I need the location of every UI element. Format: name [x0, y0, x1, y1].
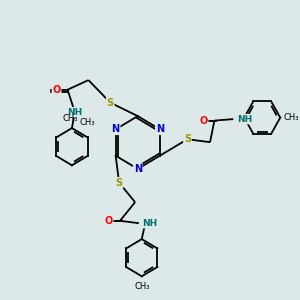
Text: S: S	[106, 98, 114, 108]
Text: S: S	[116, 178, 123, 188]
Text: O: O	[104, 216, 112, 226]
Text: N: N	[112, 124, 120, 134]
Text: S: S	[184, 134, 191, 144]
Text: N: N	[156, 124, 164, 134]
Text: CH₃: CH₃	[283, 113, 298, 122]
Text: NH: NH	[237, 115, 252, 124]
Text: NH: NH	[67, 108, 83, 117]
Text: CH₃: CH₃	[63, 114, 78, 123]
Text: O: O	[52, 85, 61, 95]
Text: O: O	[199, 116, 208, 126]
Text: CH₃: CH₃	[80, 118, 95, 127]
Text: N: N	[134, 164, 142, 174]
Text: CH₃: CH₃	[134, 282, 149, 291]
Text: NH: NH	[142, 219, 158, 228]
